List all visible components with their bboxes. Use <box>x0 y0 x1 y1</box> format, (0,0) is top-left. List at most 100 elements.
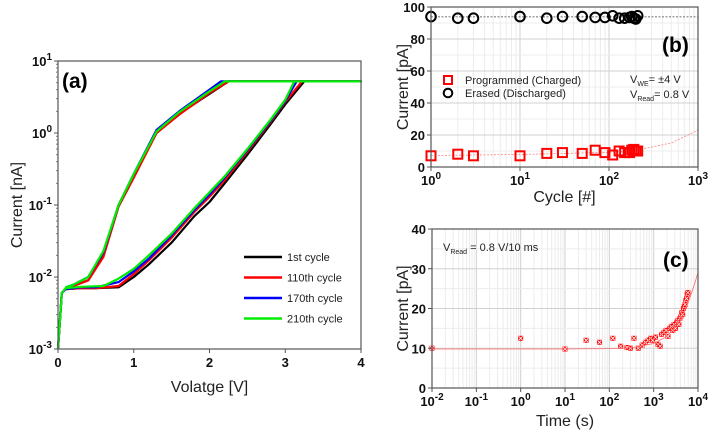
plot-frame <box>57 60 362 350</box>
fit-line <box>430 129 699 156</box>
x-tick-label: 3 <box>282 355 289 370</box>
panel-c: 10-2 10-1 100 101 102 103 104 0 10 20 30 40 Time (s)… <box>395 222 708 430</box>
y-tick-label: 10-3 <box>29 340 53 357</box>
data-point <box>599 11 611 24</box>
x-axis-title: Volatge [V] <box>171 379 248 396</box>
data-point <box>683 296 689 302</box>
marker-cross <box>665 334 671 339</box>
data-point <box>676 321 682 327</box>
grid <box>430 6 698 168</box>
legend: 1st cycle 110th cycle 170th cycle 210th cyc… <box>244 252 343 326</box>
y-axis-title: Current [pA] <box>395 265 412 351</box>
series-line <box>56 80 363 350</box>
x-tick-label: 102 <box>599 171 619 188</box>
x-tick-label: 103 <box>644 392 664 409</box>
y-tick-label: 100 <box>403 0 425 15</box>
series-110th-cycle <box>56 80 363 350</box>
data-point <box>610 335 616 341</box>
x-tick-label: 100 <box>421 171 441 188</box>
marker-cross <box>597 340 602 345</box>
x-tick-label: 10-2 <box>420 392 444 409</box>
data-point <box>618 343 624 349</box>
y-tick-label: 40 <box>411 96 425 111</box>
data-point <box>576 10 589 23</box>
y-tick-label: 30 <box>412 262 426 277</box>
marker-cross <box>583 338 589 343</box>
x-tick-label: 2 <box>206 355 213 370</box>
data-point <box>657 343 663 349</box>
data-point <box>631 10 644 22</box>
series-fit <box>432 272 699 350</box>
data-point <box>685 290 691 296</box>
y-tick-label: 0 <box>418 160 425 175</box>
series-210th-cycle <box>56 80 363 350</box>
grid <box>431 228 698 389</box>
data-point <box>556 147 568 159</box>
data-point <box>596 339 602 345</box>
data-point <box>672 325 678 331</box>
data-point <box>541 147 553 159</box>
data-point <box>518 335 524 341</box>
marker-cross <box>657 343 663 349</box>
panel-label: (b) <box>662 34 689 57</box>
data-point <box>540 12 553 25</box>
marker-cross <box>653 334 658 340</box>
y-tick-label: 10 <box>412 341 426 356</box>
data-point <box>606 10 619 22</box>
x-tick-label: 101 <box>510 171 530 188</box>
y-tick-label: 20 <box>412 302 426 317</box>
y-tick-label: 100 <box>32 124 52 141</box>
data-point <box>451 12 464 25</box>
data-point <box>599 147 611 159</box>
series-line <box>56 80 363 350</box>
data-point <box>613 145 625 157</box>
data-point <box>583 337 589 343</box>
annotation: VRead = 0.8 V/10 ms <box>443 242 539 256</box>
data-point <box>514 150 526 162</box>
legend-label: Erased (Discharged) <box>465 88 566 100</box>
data-point <box>452 148 464 160</box>
x-tick-label: 10-1 <box>465 392 489 409</box>
data-point <box>631 335 637 341</box>
marker-cross <box>518 336 523 341</box>
marker-cross <box>673 326 678 331</box>
data-point <box>514 10 526 23</box>
plot-frame <box>430 6 699 168</box>
y-tick-label: 80 <box>411 32 425 47</box>
y-tick-label: 0 <box>419 381 426 396</box>
x-axis-title: Time (s) <box>536 413 594 430</box>
legend-label: Programmed (Charged) <box>465 75 581 87</box>
data-point <box>467 12 480 25</box>
marker-cross <box>684 296 689 301</box>
y-tick-label: 60 <box>411 64 425 79</box>
series-170th-cycle <box>56 80 363 350</box>
data-point <box>653 334 659 340</box>
y-tick-label: 40 <box>412 222 426 237</box>
legend-label: 210th cycle <box>287 314 343 326</box>
y-tick-label: 20 <box>411 128 425 143</box>
data-point <box>556 10 569 23</box>
x-tick-label: 4 <box>357 355 365 370</box>
data-point <box>632 145 644 157</box>
x-tick-label: 101 <box>555 392 575 409</box>
legend-swatch <box>443 75 453 85</box>
x-tick-label: 104 <box>688 392 708 409</box>
x-tick-label: 1 <box>130 355 137 370</box>
x-tick-label: 102 <box>599 392 619 409</box>
x-tick-label: 103 <box>688 171 708 188</box>
marker-cross <box>631 336 637 341</box>
data-point <box>576 147 588 159</box>
panel-b: 100 101 102 103 0 20 40 60 80 100 Cycle [#] Current… <box>395 0 708 206</box>
series-programmed-charged- <box>425 129 699 162</box>
x-tick-label: 100 <box>511 392 531 409</box>
series-line <box>56 80 363 350</box>
annotation: VWE= ±4 V <box>630 74 681 88</box>
legend-swatch <box>442 87 454 99</box>
y-axis-title: Current [nA] <box>9 162 26 248</box>
fit-line <box>432 272 699 350</box>
marker-cross <box>618 343 623 349</box>
series-1st-cycle <box>56 80 363 350</box>
marker-cross <box>685 290 691 295</box>
